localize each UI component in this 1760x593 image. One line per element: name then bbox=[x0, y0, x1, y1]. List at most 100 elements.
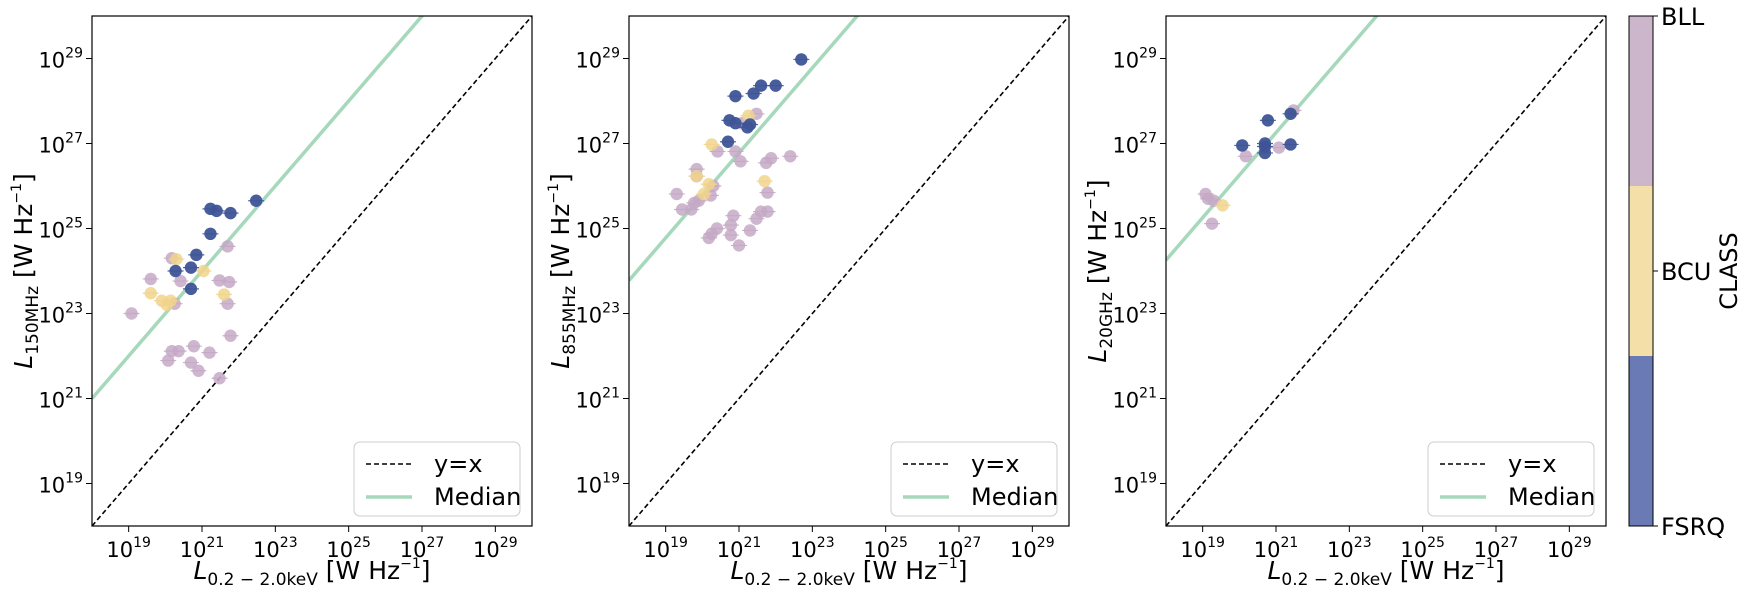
y-axis-label-sub: 20GHz bbox=[1097, 292, 1117, 349]
point-bll bbox=[784, 150, 797, 163]
x-tick-label: 1019 bbox=[1180, 535, 1225, 562]
point-fsrq bbox=[721, 135, 735, 148]
y-tick-label-exp: 23 bbox=[1139, 301, 1157, 317]
point-bll bbox=[192, 364, 205, 377]
point-fsrq bbox=[1284, 107, 1297, 120]
x-tick-label-exp: 21 bbox=[206, 535, 224, 551]
point-bcu bbox=[705, 138, 718, 151]
x-axis-label-close: ] bbox=[421, 556, 431, 585]
x-tick-label: 1023 bbox=[790, 535, 835, 562]
x-axis-label-exp: −1 bbox=[937, 556, 958, 572]
x-tick-label-base: 10 bbox=[1327, 538, 1354, 562]
point-bll bbox=[727, 209, 740, 222]
point-fsrq bbox=[747, 87, 760, 100]
x-tick-label-base: 10 bbox=[1010, 538, 1037, 562]
x-tick-label: 1021 bbox=[1254, 535, 1299, 562]
y-tick-label-base: 10 bbox=[575, 49, 602, 73]
y-tick-label-base: 10 bbox=[38, 219, 65, 243]
y-tick-label-base: 10 bbox=[575, 304, 602, 328]
point-bll bbox=[184, 356, 198, 369]
colorbar: FSRQ BCU BLL CLASS bbox=[1628, 3, 1743, 541]
x-tick-label: 1025 bbox=[863, 535, 908, 562]
y-tick-label: 1019 bbox=[1112, 471, 1157, 498]
colorbar-tick-label-bll: BLL bbox=[1661, 3, 1705, 31]
x-tick-label: 1023 bbox=[253, 535, 298, 562]
point-bcu bbox=[758, 174, 771, 188]
x-tick-label-base: 10 bbox=[937, 538, 964, 562]
point-fsrq bbox=[1236, 139, 1249, 152]
x-axis-label-close: ] bbox=[1495, 556, 1505, 585]
point-bll bbox=[172, 344, 185, 358]
y-tick-label: 1025 bbox=[38, 216, 83, 243]
y-tick-label: 1023 bbox=[1112, 301, 1157, 328]
x-tick-label-base: 10 bbox=[180, 538, 207, 562]
x-tick-label-base: 10 bbox=[1254, 538, 1281, 562]
x-axis-label-sub: 0.2 − 2.0keV bbox=[207, 570, 318, 590]
x-axis-label-exp: −1 bbox=[400, 556, 421, 572]
point-bll bbox=[702, 231, 715, 245]
x-axis-label-unit: [W Hz bbox=[318, 556, 400, 585]
y-axis-label: L20GHz [W Hz−1] bbox=[1083, 179, 1117, 362]
point-bcu bbox=[1216, 199, 1229, 212]
y-tick-label-base: 10 bbox=[575, 219, 602, 243]
y-tick-label: 1029 bbox=[38, 46, 83, 73]
y-tick-label-exp: 19 bbox=[602, 471, 620, 487]
point-bll bbox=[670, 187, 683, 201]
x-tick-label-exp: 27 bbox=[426, 535, 444, 551]
legend-median-label: Median bbox=[971, 483, 1058, 511]
point-bll bbox=[221, 240, 234, 253]
axes-frame bbox=[628, 15, 1070, 527]
y-tick-label-base: 10 bbox=[1112, 474, 1139, 498]
x-tick-label: 1025 bbox=[326, 535, 371, 562]
point-bcu bbox=[217, 288, 231, 301]
y-tick-label-base: 10 bbox=[1112, 389, 1139, 413]
y-tick-label-exp: 21 bbox=[65, 386, 83, 402]
plot-area bbox=[1166, 16, 1606, 526]
y-axis-label-exp: −1 bbox=[1083, 189, 1099, 210]
y-tick-label-base: 10 bbox=[1112, 304, 1139, 328]
colorbar-segment-bll bbox=[1629, 16, 1653, 186]
y-tick-label-base: 10 bbox=[575, 389, 602, 413]
y-tick-label-exp: 27 bbox=[65, 131, 83, 147]
x-tick-label-base: 10 bbox=[326, 538, 353, 562]
y-axis-label-close: ] bbox=[9, 173, 38, 183]
y-tick-label-base: 10 bbox=[1112, 49, 1139, 73]
point-fsrq bbox=[184, 261, 198, 274]
y-tick-label-base: 10 bbox=[38, 49, 65, 73]
x-tick-label-base: 10 bbox=[400, 538, 427, 562]
x-tick-label: 1023 bbox=[1327, 535, 1372, 562]
y-tick-label-base: 10 bbox=[1112, 219, 1139, 243]
y-tick-label: 1029 bbox=[575, 46, 620, 73]
y-tick-label: 1027 bbox=[38, 131, 83, 158]
point-fsrq bbox=[1261, 114, 1275, 127]
point-fsrq bbox=[795, 53, 808, 66]
y-axis-label-exp: −1 bbox=[9, 183, 25, 204]
legend-identity-label: y=x bbox=[434, 450, 483, 478]
point-fsrq bbox=[741, 121, 754, 134]
x-tick-label-exp: 23 bbox=[1354, 535, 1372, 551]
x-tick-label-exp: 21 bbox=[743, 535, 761, 551]
y-tick-label-exp: 23 bbox=[65, 301, 83, 317]
x-tick-label-exp: 27 bbox=[963, 535, 981, 551]
panel-left: 1019 1021 1023 1025 1027 10291019102110231025… bbox=[9, 15, 533, 590]
y-axis-label: L855MHz [W Hz−1] bbox=[546, 173, 580, 368]
point-bll bbox=[1239, 150, 1252, 163]
x-tick-label-exp: 21 bbox=[1280, 535, 1298, 551]
x-axis-label-sub: 0.2 − 2.0keV bbox=[744, 570, 855, 590]
y-tick-label: 1021 bbox=[38, 386, 83, 413]
point-bll bbox=[734, 155, 747, 168]
y-tick-label-exp: 21 bbox=[602, 386, 620, 402]
legend: y=x Median bbox=[1427, 441, 1595, 517]
y-tick-label: 1019 bbox=[38, 471, 83, 498]
legend-identity-label: y=x bbox=[971, 450, 1020, 478]
y-tick-label-base: 10 bbox=[575, 474, 602, 498]
legend: y=x Median bbox=[890, 441, 1058, 517]
point-bll bbox=[732, 239, 746, 252]
y-axis-label-main: L bbox=[9, 355, 38, 369]
point-bll bbox=[125, 307, 138, 320]
y-tick-label-exp: 23 bbox=[602, 301, 620, 317]
colorbar-segment-fsrq bbox=[1629, 356, 1653, 526]
x-tick-label-exp: 25 bbox=[890, 535, 908, 551]
point-bll bbox=[174, 274, 187, 288]
point-fsrq bbox=[184, 282, 198, 296]
